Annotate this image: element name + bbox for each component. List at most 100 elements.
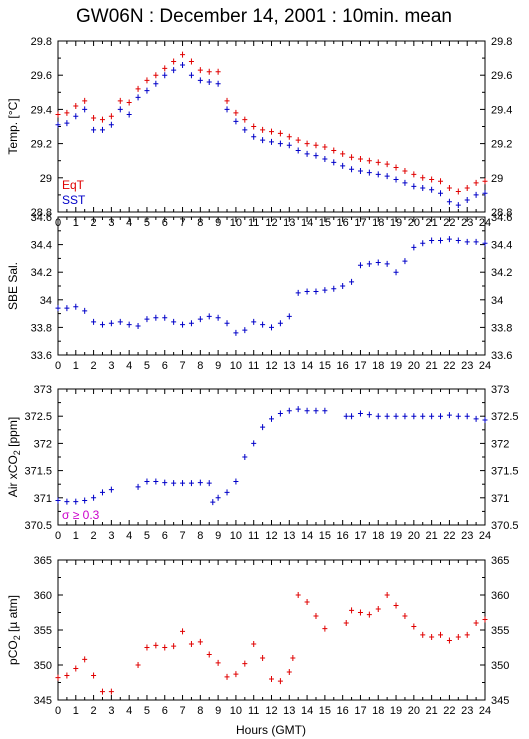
pco2-point (180, 628, 186, 635)
temperature-point (277, 140, 283, 147)
pco2-point (260, 655, 266, 661)
temperature-point (340, 162, 346, 169)
air-xco2-xtick-label: 14 (301, 530, 313, 542)
salinity-xtick-label: 6 (162, 360, 168, 372)
temperature-point (357, 155, 363, 162)
air-xco2-point (429, 413, 435, 420)
air-xco2-point (82, 497, 88, 504)
air-xco2-point (277, 410, 283, 417)
temperature-point (384, 173, 390, 180)
air-xco2-ylabel-main: Air xCO (6, 455, 20, 497)
pco2-xtick-label: 11 (248, 705, 259, 717)
temperature-point (215, 68, 221, 75)
air-xco2-xtick-label: 11 (248, 530, 259, 542)
temperature-point (260, 137, 266, 144)
temperature-xtick-label: 19 (390, 217, 402, 229)
temperature-point (224, 106, 230, 113)
pco2-ytick-label-right: 350 (491, 660, 509, 672)
temperature-point (455, 202, 461, 209)
salinity-ytick-label-right: 34.4 (491, 240, 512, 252)
pco2-point (135, 662, 141, 668)
temperature-point (162, 72, 168, 79)
temperature-point (482, 178, 488, 185)
temperature-point (349, 154, 355, 161)
air-xco2-point (357, 410, 363, 417)
temperature-point (242, 116, 248, 123)
salinity-frame (57, 216, 486, 356)
temperature-ytick-label-left: 29.6 (31, 70, 52, 82)
salinity-point (188, 320, 194, 327)
temperature-point (144, 77, 150, 84)
temperature-point (295, 147, 301, 154)
temperature-point (375, 171, 381, 178)
temperature-point (464, 185, 470, 192)
pco2-ytick-label-right: 360 (491, 590, 509, 602)
pco2-point (188, 641, 194, 647)
air-xco2-point (473, 415, 479, 422)
air-xco2-point (482, 417, 488, 424)
temperature-point (251, 123, 257, 130)
temperature-point (99, 126, 105, 133)
figure-title: GW06N : December 14, 2001 : 10min. mean (76, 6, 452, 27)
temperature-point (82, 106, 88, 113)
air-xco2-xtick-label: 4 (126, 530, 132, 542)
salinity-point (215, 314, 221, 321)
temperature-ytick-label-left: 29.2 (31, 139, 52, 151)
pco2-point (277, 678, 283, 685)
temperature-point (197, 67, 203, 74)
salinity-point (473, 238, 479, 245)
pco2-xtick-label: 9 (215, 705, 221, 717)
pco2-point (269, 676, 274, 682)
pco2-xtick-label: 10 (230, 705, 242, 717)
temperature-point (455, 188, 461, 195)
temperature-point (251, 133, 257, 140)
salinity-point (242, 327, 248, 334)
pco2-xtick-label: 15 (319, 705, 331, 717)
salinity-ytick-label-right: 33.6 (491, 350, 512, 362)
temperature-point (331, 159, 337, 166)
salinity-xtick-label: 1 (73, 360, 79, 372)
pco2-point (411, 623, 417, 630)
temperature-xtick-label: 5 (144, 217, 150, 229)
salinity-xtick-label: 22 (443, 360, 455, 372)
pco2-xtick-label: 21 (426, 705, 438, 717)
temperature-point (153, 72, 159, 79)
salinity-point (322, 287, 328, 294)
temperature-point (242, 126, 248, 133)
air-xco2-point (349, 413, 355, 420)
air-xco2-series-0 (55, 406, 488, 506)
pco2-point (438, 631, 444, 638)
salinity-point (375, 259, 381, 266)
temperature-point (108, 121, 114, 128)
pco2-point (420, 631, 426, 638)
pco2-xtick-label: 20 (408, 705, 420, 717)
temperature-point (366, 169, 372, 176)
pco2-point (343, 620, 349, 626)
air-xco2-point (153, 478, 159, 485)
temperature-xtick-label: 7 (179, 217, 185, 229)
temperature-point (197, 77, 203, 84)
pco2-point (313, 613, 319, 619)
salinity-xtick-label: 18 (372, 360, 384, 372)
air-xco2-point (322, 407, 328, 414)
salinity-ytick-label-left: 34.4 (31, 240, 52, 252)
salinity-point (82, 307, 88, 314)
pco2-point (304, 599, 310, 605)
temperature-xtick-label: 12 (265, 217, 277, 229)
panel-pco2: 0 1 2 3 4 5 6 7 8 9 10 11 12 13 14 15 16 17 18 19 20 21 22 23 24… (6, 555, 509, 717)
air-xco2-point (108, 486, 114, 493)
salinity-point (233, 329, 239, 336)
salinity-point (455, 237, 461, 244)
air-xco2-point (251, 440, 257, 447)
temperature-point (233, 118, 239, 125)
pco2-point (366, 611, 372, 618)
temperature-point (188, 58, 194, 65)
temperature-point (73, 113, 79, 120)
salinity-xtick-label: 3 (108, 360, 114, 372)
salinity-point (197, 316, 203, 323)
air-xco2-point (375, 413, 381, 420)
air-xco2-ytick-label-left: 371.5 (24, 466, 52, 478)
air-xco2-point (455, 413, 461, 420)
air-xco2-point (224, 489, 230, 496)
